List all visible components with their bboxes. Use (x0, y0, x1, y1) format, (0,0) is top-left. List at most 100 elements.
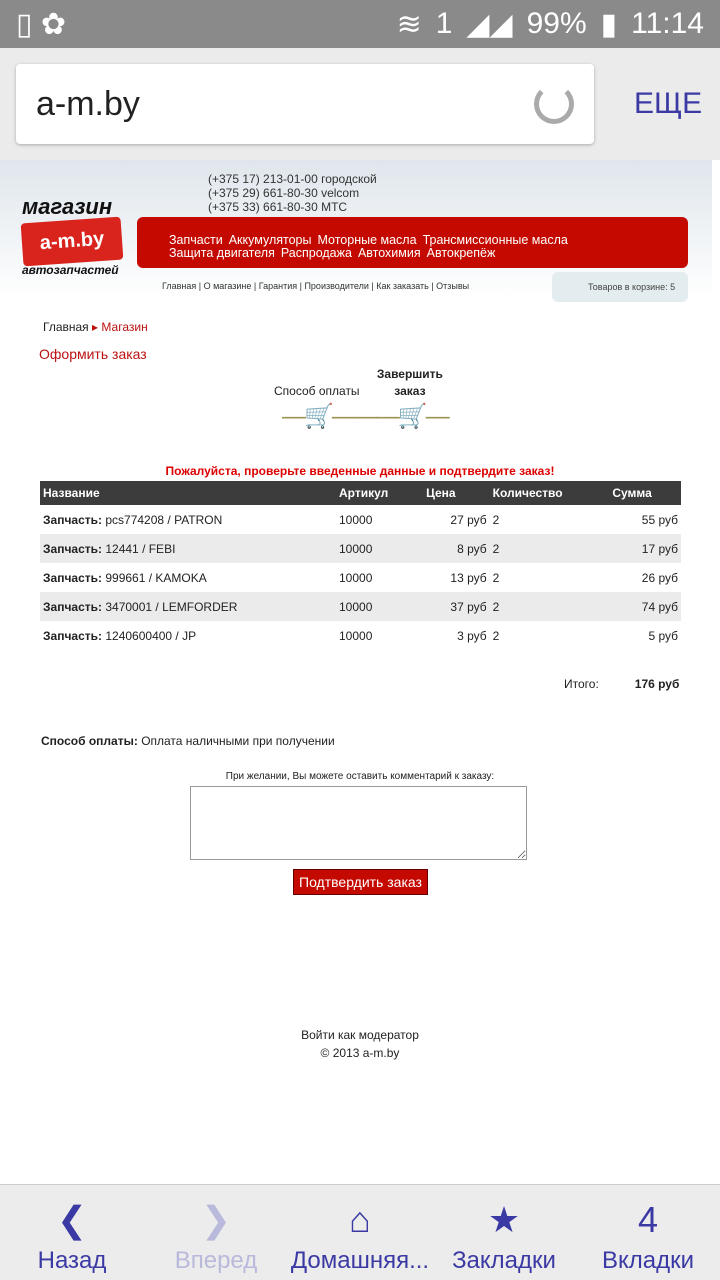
menu-item[interactable]: Аккумуляторы (228, 233, 312, 247)
signal-icon: ◢◢ (466, 7, 513, 41)
notification-icons: ▯ ✿ (16, 7, 66, 41)
url-field[interactable]: a-m.by (16, 64, 594, 144)
item-sku: 10000 (339, 570, 373, 585)
moderator-login-link[interactable]: Войти как модератор (301, 1028, 419, 1042)
table-row: Запчасть: pcs774208 / PATRON 10000 27 руб 2… (40, 505, 681, 534)
tabs-label: Вкладки (601, 1247, 695, 1274)
reload-icon[interactable] (534, 84, 574, 124)
logo-top: магазин (22, 194, 113, 219)
step-payment: Способ оплаты (274, 384, 360, 398)
back-button[interactable]: ❮ Назад (0, 1185, 144, 1280)
payment-value: Оплата наличными при получении (141, 734, 335, 748)
bookmark-icon: ★ (487, 1199, 521, 1240)
table-row: Запчасть: 1240600400 / JP 10000 3 руб 2 5 ру… (40, 621, 681, 650)
table-row: Запчасть: 12441 / FEBI 10000 8 руб 2 17 руб (40, 534, 681, 563)
comment-label: При желании, Вы можете оставить коммента… (225, 771, 495, 782)
home-button[interactable]: ⌂ Домашняя... (288, 1185, 432, 1280)
site-logo[interactable]: магазин a-m.by автозапчастей (20, 194, 124, 277)
item-name: Запчасть: 3470001 / LEMFORDER (40, 592, 336, 621)
home-icon: ⌂ (349, 1199, 371, 1240)
phone: (+375 29) 661-80-30 velcom (208, 186, 360, 200)
browser-nav: ❮ Назад ❯ Вперед ⌂ Домашняя... ★ Закладки 4 В… (0, 1184, 720, 1280)
item-name: Запчасть: 12441 / FEBI (40, 534, 336, 563)
main-menu: Запчасти Аккумуляторы Моторные масла Трансм… (137, 217, 688, 268)
home-label: Домашняя... (290, 1247, 430, 1274)
total-label: Итого: (564, 677, 599, 691)
menu-item[interactable]: Распродажа (280, 246, 352, 260)
item-sum: 5 руб (648, 628, 678, 643)
status-bar: ▯ ✿ ≋ 1 ◢◢ 99% ▮ 11:14 (0, 0, 720, 48)
item-qty: 2 (489, 592, 610, 621)
forward-label: Вперед (174, 1247, 258, 1274)
battery-icon: ▮ (600, 7, 618, 41)
item-name: Запчасть: 999661 / KAMOKA (43, 570, 207, 585)
checkout-steps: Способ оплаты Завершить заказ —🛒———🛒— (274, 366, 450, 431)
item-sku: 10000 (336, 534, 424, 563)
warning-text: Пожалуйста, проверьте введенные данные и… (165, 464, 555, 478)
item-price: 3 руб (457, 628, 487, 643)
menu-item[interactable]: Трансмиссионные масла (422, 233, 568, 247)
payment-label: Способ оплаты: (41, 734, 138, 748)
tabs-icon: 4 (637, 1199, 659, 1240)
menu-item[interactable]: Запчасти (169, 233, 223, 247)
order-table: Название Артикул Цена Количество Сумма Запча… (40, 481, 681, 650)
phone: (+375 33) 661-80-30 МТС (208, 200, 348, 214)
item-sum: 26 руб (641, 570, 678, 585)
phone: (+375 17) 213-01-00 городской (208, 172, 377, 186)
menu-item[interactable]: Автокрепёж (426, 246, 496, 260)
url-text: a-m.by (36, 84, 140, 123)
order-total: Итого: 176 руб (564, 677, 679, 691)
tabs-button[interactable]: 4 Вкладки (576, 1185, 720, 1280)
web-page: магазин a-m.by автозапчастей (+375 17) 2… (0, 160, 712, 1180)
bookmarks-button[interactable]: ★ Закладки (432, 1185, 576, 1280)
item-qty: 2 (489, 534, 610, 563)
forward-button[interactable]: ❯ Вперед (144, 1185, 288, 1280)
item-sku: 10000 (339, 512, 373, 527)
item-qty: 2 (492, 628, 500, 643)
comment-input[interactable] (190, 786, 527, 860)
total-value: 176 руб (634, 677, 680, 691)
item-sum: 55 руб (641, 512, 678, 527)
cart-button[interactable]: Товаров в корзине: 5 (552, 272, 688, 302)
item-name: Запчасть: pcs774208 / PATRON (43, 512, 223, 527)
breadcrumb: Главная ▸ Магазин (43, 320, 148, 334)
item-price: 37 руб (423, 592, 490, 621)
menu-item[interactable]: Моторные масла (317, 233, 417, 247)
more-button[interactable]: ЕЩЕ (634, 87, 703, 120)
table-row: Запчасть: 3470001 / LEMFORDER 10000 37 руб… (40, 592, 681, 621)
item-price: 13 руб (450, 570, 487, 585)
cart-progress-icon: —🛒———🛒— (282, 403, 450, 430)
menu-item[interactable]: Автохимия (357, 246, 421, 260)
battery-level: 99% (526, 7, 587, 40)
logo-bottom: автозапчастей (22, 263, 119, 277)
clock: 11:14 (631, 7, 704, 40)
logo-brand: a-m.by (20, 216, 124, 267)
wifi-icon: ≋ (396, 7, 422, 41)
item-qty: 2 (492, 512, 500, 527)
item-sku: 10000 (339, 628, 373, 643)
item-price: 27 руб (450, 512, 487, 527)
breadcrumb-home[interactable]: Главная (43, 320, 89, 334)
top-nav-links[interactable]: Главная | О магазине | Гарантия | Произв… (162, 281, 470, 291)
item-name: Запчасть: 1240600400 / JP (43, 628, 197, 643)
page-title: Оформить заказ (39, 346, 147, 362)
menu-item[interactable]: Защита двигателя (169, 246, 275, 260)
step-finish: Завершить заказ (376, 367, 443, 398)
chevron-left-icon: ❮ (56, 1199, 88, 1240)
confirm-order-button[interactable]: Подтвердить заказ (293, 869, 428, 895)
table-row: Запчасть: 999661 / KAMOKA 10000 13 руб 2 26 … (40, 563, 681, 592)
phones: (+375 17) 213-01-00 городской (+375 29) … (208, 172, 377, 214)
payment-method: Способ оплаты: Оплата наличными при полу… (41, 734, 335, 748)
chevron-right-icon: ❯ (200, 1199, 232, 1240)
item-sum: 17 руб (609, 534, 681, 563)
back-label: Назад (37, 1247, 107, 1274)
bookmarks-label: Закладки (452, 1247, 556, 1274)
breadcrumb-shop[interactable]: Магазин (101, 320, 148, 334)
copyright: © 2013 a-m.by (320, 1046, 400, 1060)
item-sum: 74 руб (609, 592, 681, 621)
cart-count: Товаров в корзине: 5 (588, 282, 676, 292)
item-qty: 2 (492, 570, 500, 585)
item-sku: 10000 (336, 592, 424, 621)
item-price: 8 руб (423, 534, 490, 563)
sim-icon: 1 (435, 7, 453, 40)
